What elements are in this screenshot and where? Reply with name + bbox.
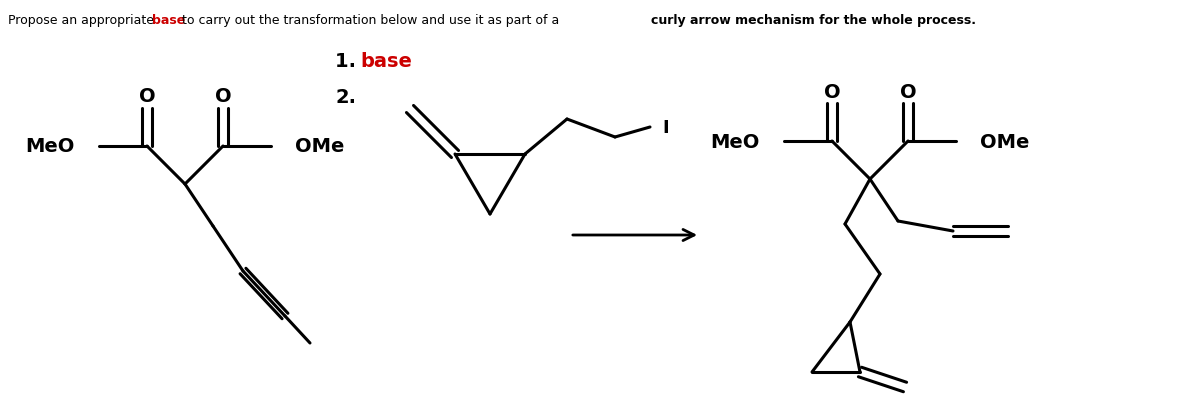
Text: curly arrow mechanism for the whole process.: curly arrow mechanism for the whole proc… (650, 14, 976, 27)
Text: I: I (662, 119, 668, 136)
Text: base: base (152, 14, 185, 27)
Text: MeO: MeO (710, 132, 760, 151)
Text: MeO: MeO (25, 137, 76, 156)
Text: to carry out the transformation below and use it as part of a: to carry out the transformation below an… (178, 14, 563, 27)
Text: O: O (900, 82, 917, 101)
Text: 2.: 2. (335, 88, 356, 107)
Text: OMe: OMe (980, 132, 1030, 151)
Text: OMe: OMe (295, 137, 344, 156)
Text: 1.: 1. (335, 52, 362, 71)
Text: O: O (215, 87, 232, 106)
Text: base: base (360, 52, 412, 71)
Text: Propose an appropriate: Propose an appropriate (8, 14, 158, 27)
Text: O: O (823, 82, 840, 101)
Text: O: O (139, 87, 155, 106)
